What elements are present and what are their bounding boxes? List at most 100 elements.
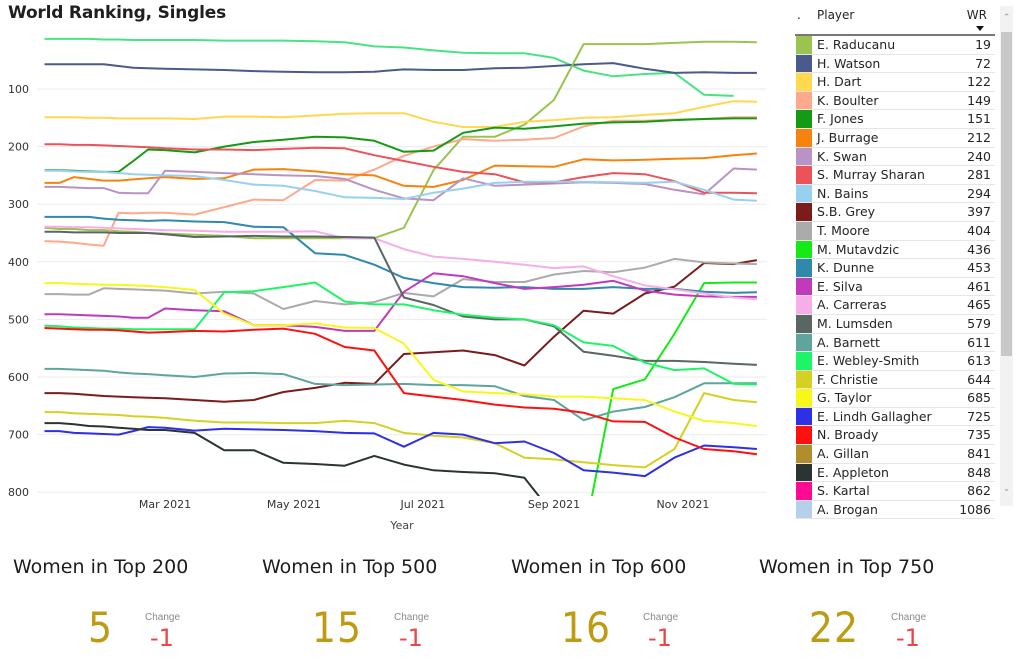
player-name: K. Swan — [817, 148, 867, 164]
series-n-bains[interactable] — [44, 169, 757, 202]
series-line-m-mutavdzic[interactable] — [584, 281, 757, 539]
table-row[interactable]: F. Jones 151 — [795, 110, 995, 129]
table-row[interactable]: K. Swan 240 — [795, 147, 995, 167]
series-t-moore[interactable] — [44, 257, 757, 310]
player-name: A. Gillan — [817, 446, 869, 462]
series-s-murray-sharan[interactable] — [44, 143, 757, 195]
series-e-appleton[interactable] — [44, 422, 555, 515]
table-row[interactable]: A. Brogan 1086 — [795, 500, 995, 520]
series-e-webley-smith[interactable] — [44, 281, 757, 386]
series-line-k-dunne[interactable] — [44, 215, 757, 294]
series-line-j-burrage[interactable] — [44, 152, 757, 188]
series-e-silva[interactable] — [44, 272, 757, 332]
table-row[interactable]: K. Boulter 149 — [795, 91, 995, 111]
series-h-dart[interactable] — [44, 100, 757, 128]
table-row[interactable]: F. Christie 644 — [795, 370, 995, 390]
color-swatch — [796, 221, 812, 240]
series-k-dunne[interactable] — [44, 215, 757, 294]
series-line-e-raducanu[interactable] — [44, 40, 757, 240]
world-ranking: 281 — [967, 167, 991, 183]
color-swatch — [796, 147, 812, 166]
series-line-e-appleton[interactable] — [44, 422, 555, 515]
series-line-s-b-grey[interactable] — [44, 259, 758, 403]
series-a-carreras[interactable] — [44, 225, 757, 301]
series-line-a-carreras[interactable] — [44, 225, 757, 301]
table-row[interactable]: N. Broady 735 — [795, 426, 995, 446]
kpi-change-value: -1 — [648, 624, 672, 652]
series-g-taylor[interactable] — [44, 282, 758, 427]
table-row[interactable]: H. Dart 122 — [795, 73, 995, 92]
table-row[interactable]: K. Dunne 453 — [795, 259, 995, 278]
table-row[interactable]: E. Raducanu 19 — [795, 36, 995, 55]
series-f-jones[interactable] — [44, 117, 757, 173]
kpi-title: Women in Top 750 — [759, 556, 935, 578]
series-unlisted-player[interactable] — [44, 37, 734, 97]
x-tick-label: Sep 2021 — [528, 498, 580, 511]
series-s-b-grey[interactable] — [44, 259, 758, 403]
table-row[interactable]: T. Moore 404 — [795, 221, 995, 241]
series-line-s-murray-sharan[interactable] — [44, 143, 757, 195]
player-name: E. Silva — [817, 278, 863, 294]
table-row[interactable]: S. Murray Sharan 281 — [795, 166, 995, 185]
series-line-f-jones[interactable] — [44, 117, 757, 173]
series-line-e-webley-smith[interactable] — [44, 281, 757, 386]
table-row[interactable]: E. Webley-Smith 613 — [795, 352, 995, 371]
series-m-mutavdzic[interactable] — [584, 281, 757, 539]
table-row[interactable]: S. Kartal 862 — [795, 482, 995, 501]
series-line-t-moore[interactable] — [44, 257, 757, 310]
table-row[interactable]: N. Bains 294 — [795, 184, 995, 204]
series-n-broady[interactable] — [44, 327, 758, 456]
table-row[interactable]: A. Carreras 465 — [795, 296, 995, 315]
series-m-lumsden[interactable] — [44, 230, 757, 366]
series-line-g-taylor[interactable] — [44, 282, 758, 427]
series-line-n-broady[interactable] — [44, 327, 758, 456]
series-f-christie[interactable] — [44, 392, 757, 469]
sort-descending-icon[interactable] — [976, 26, 984, 31]
series-line-f-christie[interactable] — [44, 392, 757, 469]
series-e-lindh-gallagher[interactable] — [44, 426, 757, 478]
table-row[interactable]: M. Lumsden 579 — [795, 314, 995, 334]
world-ranking: 397 — [967, 204, 991, 220]
series-a-barnett[interactable] — [44, 367, 757, 422]
y-tick-label: 300 — [8, 198, 29, 211]
series-line-n-bains[interactable] — [44, 169, 757, 202]
series-line-m-lumsden[interactable] — [44, 230, 757, 366]
column-header-player[interactable]: Player — [817, 8, 855, 22]
series-line-k-boulter[interactable] — [44, 116, 757, 247]
table-row[interactable]: H. Watson 72 — [795, 54, 995, 74]
series-line-a-barnett[interactable] — [44, 367, 757, 422]
table-row[interactable]: A. Gillan 841 — [795, 445, 995, 464]
table-row[interactable]: S.B. Grey 397 — [795, 203, 995, 222]
scrollbar-thumb[interactable] — [1001, 32, 1012, 356]
table-row[interactable]: E. Silva 461 — [795, 277, 995, 297]
table-row[interactable]: J. Burrage 212 — [795, 128, 995, 148]
series-j-burrage[interactable] — [44, 152, 757, 188]
series-h-watson[interactable] — [44, 62, 757, 74]
table-row[interactable]: E. Appleton 848 — [795, 463, 995, 483]
table-row[interactable]: M. Mutavdzic 436 — [795, 240, 995, 260]
player-name: E. Webley-Smith — [817, 353, 920, 369]
series-k-boulter[interactable] — [44, 116, 757, 247]
series-line-unlisted-player[interactable] — [44, 37, 734, 97]
series-line-e-silva[interactable] — [44, 272, 757, 332]
table-row[interactable]: G. Taylor 685 — [795, 389, 995, 408]
chevron-up-icon[interactable]: ⌃ — [1002, 13, 1011, 23]
color-swatch — [796, 166, 812, 184]
column-header-wr[interactable]: WR — [966, 8, 987, 22]
player-name: A. Brogan — [817, 501, 878, 517]
player-name: S. Kartal — [817, 483, 870, 499]
table-row[interactable]: A. Barnett 611 — [795, 333, 995, 353]
table-row[interactable]: E. Lindh Gallagher 725 — [795, 407, 995, 427]
table-scrollbar[interactable]: ⌃ ⌄ — [1000, 6, 1013, 506]
series-line-e-lindh-gallagher[interactable] — [44, 426, 757, 478]
chevron-down-icon[interactable]: ⌄ — [1002, 484, 1011, 494]
x-axis: Mar 2021 May 2021 Jul 2021 Sep 2021 Nov 2021 — [139, 498, 710, 511]
color-swatch — [796, 296, 812, 314]
series-line-h-watson[interactable] — [44, 62, 757, 74]
kpi-value: 15 — [311, 603, 362, 652]
series-line-h-dart[interactable] — [44, 100, 757, 128]
series-e-raducanu[interactable] — [44, 40, 757, 240]
column-header-color[interactable]: . — [797, 8, 801, 22]
color-swatch — [796, 73, 812, 91]
player-name: K. Boulter — [817, 92, 879, 108]
